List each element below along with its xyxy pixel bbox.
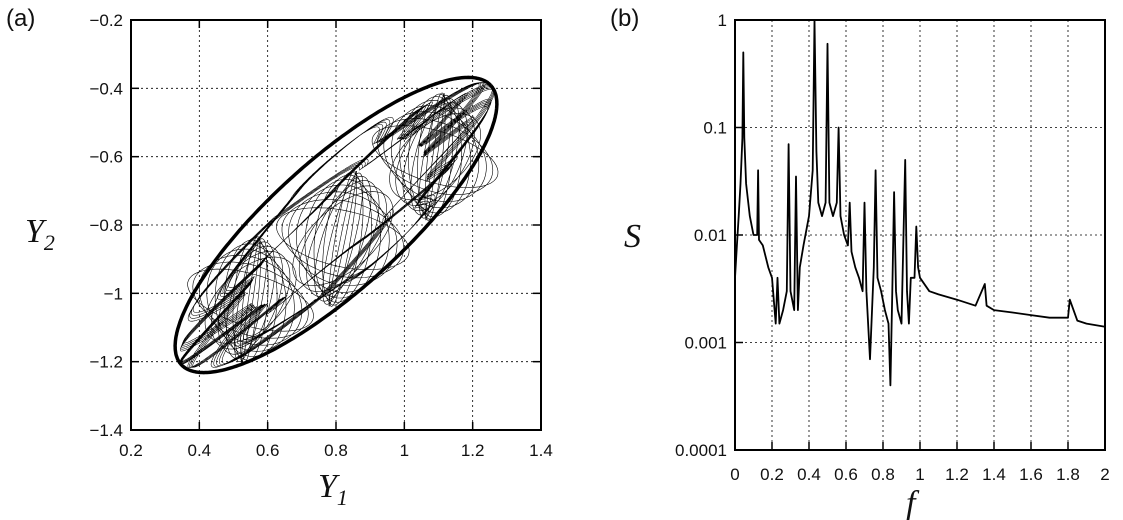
panel-a-xtick-label: 1 xyxy=(400,441,409,460)
panel-b-xtick-label: 2 xyxy=(1100,465,1109,484)
panel-b-xtick-label: 0.4 xyxy=(797,465,821,484)
panel-a-ytick-label: −1.2 xyxy=(89,353,123,372)
panel-a-ytick-label: −0.6 xyxy=(89,148,123,167)
panel-b-ytick-label: 0.1 xyxy=(703,119,727,138)
panel-b-ticks: 0 0.2 0.4 0.6 0.8 1 1.2 1.4 1.6 1.8 2 1 0.1 0.01 0.001… xyxy=(675,11,1110,484)
panel-b-xtick-label: 0.2 xyxy=(760,465,784,484)
panel-a-label: (a) xyxy=(6,5,35,32)
panel-b: (b) 0 0.2 0.4 0.6 0.8 1 1.2 1.4 1.6 1.8 210.10.010… xyxy=(610,5,1110,520)
panel-a-xtick-label: 0.2 xyxy=(119,441,143,460)
panel-a-ticks: 0.2 0.4 0.6 0.8 1 1.2 1.4 −0.2 −0.4 −0.6 −0.8 −1 −1.… xyxy=(89,11,552,460)
panel-a-xtick-label: 0.4 xyxy=(188,441,212,460)
panel-a-trajectory-lobe xyxy=(371,92,499,221)
panel-b-grid xyxy=(735,20,1105,450)
panel-b-xtick-label: 0.8 xyxy=(871,465,895,484)
panel-a-ytick-label: −0.2 xyxy=(89,11,123,30)
panel-a-grid xyxy=(131,20,541,430)
panel-a-trajectory-envelope xyxy=(173,75,499,375)
panel-b-xtick-label: 1.8 xyxy=(1056,465,1080,484)
panel-a-ylabel: Y2 xyxy=(25,213,55,255)
panel-b-ytick-label: 1 xyxy=(718,11,727,30)
panel-b-xtick-label: 0 xyxy=(730,465,739,484)
panel-b-xtick-label: 1.6 xyxy=(1019,465,1043,484)
panel-a-ytick-label: −0.4 xyxy=(89,79,123,98)
panel-a-xtick-label: 1.2 xyxy=(461,441,485,460)
panel-a-xtick-label: 0.8 xyxy=(324,441,348,460)
panel-a-xtick-label: 0.6 xyxy=(256,441,280,460)
panel-b-xtick-label: 1.4 xyxy=(982,465,1006,484)
panel-b-xtick-label: 1 xyxy=(915,465,924,484)
panel-a-ytick-label: −0.8 xyxy=(89,216,123,235)
panel-b-xlabel: f xyxy=(906,485,920,520)
panel-b-xtick-label: 1.2 xyxy=(945,465,969,484)
panel-a-xlabel: Y1 xyxy=(318,468,348,510)
panel-a: (a) 0.2 0.4 0.6 0.8 1 1.2 1.4 −0.2 −0.4 −0.6 −0.8 −… xyxy=(6,5,553,510)
panel-a-ytick-label: −1.4 xyxy=(89,421,123,440)
panel-a-trajectory xyxy=(173,75,499,375)
panel-b-ytick-label: 0.001 xyxy=(684,334,727,353)
panel-b-ytick-label: 0.0001 xyxy=(675,441,727,460)
panel-b-spectrum-line xyxy=(734,19,1106,387)
panel-b-ylabel: S xyxy=(624,218,641,255)
panel-a-xtick-label: 1.4 xyxy=(529,441,553,460)
panel-a-trajectory-lobe xyxy=(187,236,314,365)
panel-a-trajectory-lobe xyxy=(276,170,410,307)
panel-b-ytick-label: 0.01 xyxy=(694,226,727,245)
panel-b-label: (b) xyxy=(610,5,639,32)
panel-a-ytick-label: −1 xyxy=(104,284,123,303)
panel-b-xtick-label: 0.6 xyxy=(834,465,858,484)
